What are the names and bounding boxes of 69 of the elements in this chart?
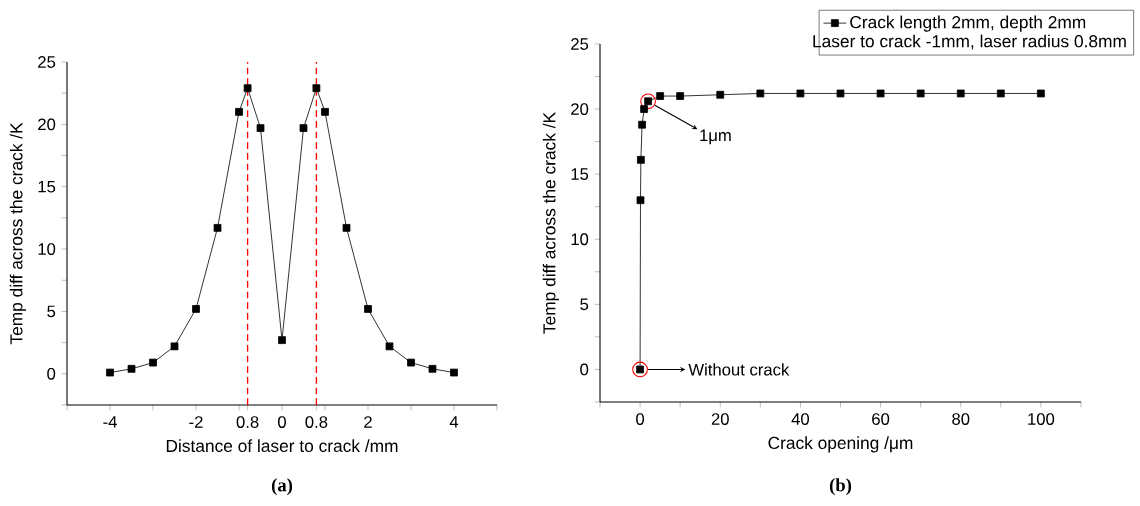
x-tick-label: 20 xyxy=(711,413,729,425)
x-tick-label: -4 xyxy=(103,416,117,428)
point xyxy=(235,108,243,116)
x-tick-label: 4 xyxy=(449,416,459,428)
x-tick-label: -2 xyxy=(189,416,203,428)
x-tick-label: 0.8 xyxy=(305,416,328,428)
y-tick-label: 0 xyxy=(580,363,589,376)
point xyxy=(796,89,805,98)
y-tick-label: 25 xyxy=(38,56,56,68)
y-tick-label: 25 xyxy=(571,38,589,50)
x-axis-title: Distance of laser to crack /mm xyxy=(166,439,398,453)
annotation: 1μm xyxy=(700,129,731,145)
point xyxy=(170,342,179,351)
y-tick-label: 15 xyxy=(571,168,589,180)
point xyxy=(716,90,725,99)
point xyxy=(656,92,664,100)
x-tick-label: 0.8 xyxy=(236,416,259,428)
point xyxy=(106,368,114,377)
point xyxy=(364,305,372,313)
y-tick-label: 20 xyxy=(571,103,589,115)
y-axis-title: Temp diff across the crack /K xyxy=(542,112,559,334)
x-tick-label: 0 xyxy=(636,413,645,425)
point xyxy=(916,89,925,98)
point xyxy=(385,342,394,351)
point xyxy=(149,358,157,367)
point xyxy=(637,155,645,164)
point xyxy=(312,84,321,93)
y-tick-label: 20 xyxy=(38,118,56,131)
point xyxy=(213,224,222,232)
y-axis-title: Temp diff across the crack /K xyxy=(9,122,26,345)
text: (a) xyxy=(271,478,293,496)
point xyxy=(192,305,200,313)
point xyxy=(127,364,136,373)
annotation: Laser to crack -1mm, laser radius 0.8mm xyxy=(813,34,1126,50)
point xyxy=(876,89,885,98)
point xyxy=(956,89,965,98)
x-tick-label: 0 xyxy=(278,416,286,428)
point xyxy=(342,224,351,232)
legend-label: Crack length 2mm, depth 2mm xyxy=(850,15,1086,32)
x-tick-label: 40 xyxy=(791,413,810,425)
point xyxy=(996,89,1005,98)
x-tick-label: 60 xyxy=(872,413,890,425)
point xyxy=(836,89,845,98)
point xyxy=(450,368,458,377)
x-tick-label: 80 xyxy=(952,413,970,425)
point xyxy=(638,120,646,129)
y-tick-label: 5 xyxy=(47,305,56,318)
y-tick-label: 10 xyxy=(571,233,589,246)
text: (b) xyxy=(829,478,852,496)
annotation: Without crack xyxy=(688,363,790,376)
point xyxy=(321,108,329,116)
point xyxy=(428,364,437,373)
point xyxy=(1037,89,1045,98)
x-axis-title: Crack opening /μm xyxy=(768,436,913,453)
point xyxy=(278,336,286,344)
y-tick-label: 10 xyxy=(38,243,56,255)
point xyxy=(299,124,308,132)
point xyxy=(756,89,765,98)
point xyxy=(256,124,265,132)
y-tick-label: 15 xyxy=(38,180,56,193)
point xyxy=(636,196,645,205)
point xyxy=(243,84,252,93)
x-tick-label: 2 xyxy=(364,416,372,428)
y-tick-label: 0 xyxy=(47,367,56,380)
x-tick-label: 100 xyxy=(1028,413,1055,425)
point xyxy=(640,105,648,113)
y-tick-label: 5 xyxy=(580,298,589,311)
point xyxy=(676,92,685,100)
point xyxy=(407,358,415,367)
